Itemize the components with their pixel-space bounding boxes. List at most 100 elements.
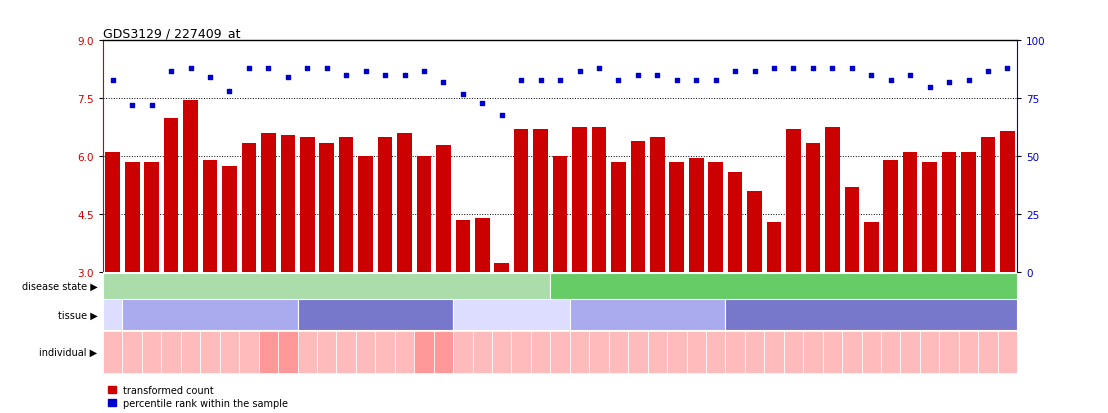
Bar	[825, 128, 840, 273]
Point	[609, 77, 627, 84]
Bar	[103, 273, 551, 299]
Bar	[223, 166, 237, 273]
Bar	[647, 331, 667, 373]
Bar	[745, 331, 765, 373]
Bar	[687, 331, 706, 373]
Bar	[570, 331, 589, 373]
Point	[279, 75, 297, 82]
Bar	[437, 145, 451, 273]
Bar	[453, 331, 473, 373]
Bar	[144, 163, 158, 273]
Bar	[278, 331, 298, 373]
Point	[668, 77, 686, 84]
Point	[629, 73, 647, 79]
Bar	[783, 331, 803, 373]
Bar	[978, 331, 997, 373]
Bar	[706, 331, 726, 373]
Bar	[475, 218, 490, 273]
Point	[298, 66, 316, 72]
Point	[998, 66, 1016, 72]
Bar	[337, 331, 356, 373]
Point	[707, 77, 725, 84]
Point	[784, 66, 802, 72]
Bar	[551, 273, 1017, 299]
Bar	[628, 331, 647, 373]
Point	[240, 66, 258, 72]
Bar	[512, 331, 531, 373]
Text: disease state ▶: disease state ▶	[22, 281, 98, 291]
Bar	[356, 331, 376, 373]
Point	[143, 103, 161, 109]
Point	[941, 80, 958, 86]
Bar	[901, 331, 920, 373]
Point	[162, 68, 179, 75]
Bar	[589, 331, 608, 373]
Point	[960, 77, 977, 84]
Bar	[572, 128, 587, 273]
Bar	[414, 331, 433, 373]
Point	[259, 66, 277, 72]
Bar	[219, 331, 239, 373]
Bar	[962, 153, 976, 273]
Point	[979, 68, 997, 75]
Bar	[862, 331, 881, 373]
Bar	[201, 331, 219, 373]
Bar	[433, 331, 453, 373]
Bar	[903, 153, 917, 273]
Bar	[787, 130, 801, 273]
Bar	[455, 221, 470, 273]
Bar	[570, 300, 726, 330]
Bar	[883, 161, 897, 273]
Bar	[689, 159, 704, 273]
Bar	[669, 163, 684, 273]
Bar	[728, 172, 742, 273]
Bar	[397, 134, 412, 273]
Bar	[417, 157, 431, 273]
Point	[882, 77, 900, 84]
Point	[862, 73, 880, 79]
Bar	[726, 300, 1017, 330]
Point	[921, 84, 938, 91]
Point	[746, 68, 763, 75]
Bar	[242, 143, 256, 273]
Bar	[317, 331, 337, 373]
Bar	[142, 331, 162, 373]
Point	[823, 66, 841, 72]
Point	[766, 66, 783, 72]
Bar	[453, 300, 570, 330]
Point	[493, 112, 511, 119]
Point	[843, 66, 861, 72]
Bar	[123, 331, 142, 373]
Bar	[765, 331, 783, 373]
Text: GDS3129 / 227409_at: GDS3129 / 227409_at	[103, 27, 240, 40]
Point	[551, 77, 570, 84]
Bar	[920, 331, 940, 373]
Bar	[981, 138, 995, 273]
Point	[123, 103, 141, 109]
Point	[454, 91, 472, 98]
Point	[416, 68, 433, 75]
Bar	[612, 163, 626, 273]
Bar	[922, 163, 937, 273]
Bar	[258, 331, 278, 373]
Point	[434, 80, 452, 86]
Bar	[942, 153, 956, 273]
Bar	[822, 331, 842, 373]
Bar	[280, 136, 295, 273]
Point	[648, 73, 666, 79]
Point	[532, 77, 550, 84]
Bar	[767, 223, 781, 273]
Point	[377, 73, 394, 79]
Bar	[319, 143, 334, 273]
Point	[104, 77, 122, 84]
Bar	[708, 163, 724, 273]
Bar	[103, 300, 123, 330]
Bar	[394, 331, 414, 373]
Legend: transformed count, percentile rank within the sample: transformed count, percentile rank withi…	[107, 385, 288, 408]
Bar	[298, 300, 453, 330]
Point	[726, 68, 743, 75]
Bar	[125, 163, 140, 273]
Bar	[492, 331, 512, 373]
Text: tissue ▶: tissue ▶	[58, 310, 98, 320]
Bar	[376, 331, 394, 373]
